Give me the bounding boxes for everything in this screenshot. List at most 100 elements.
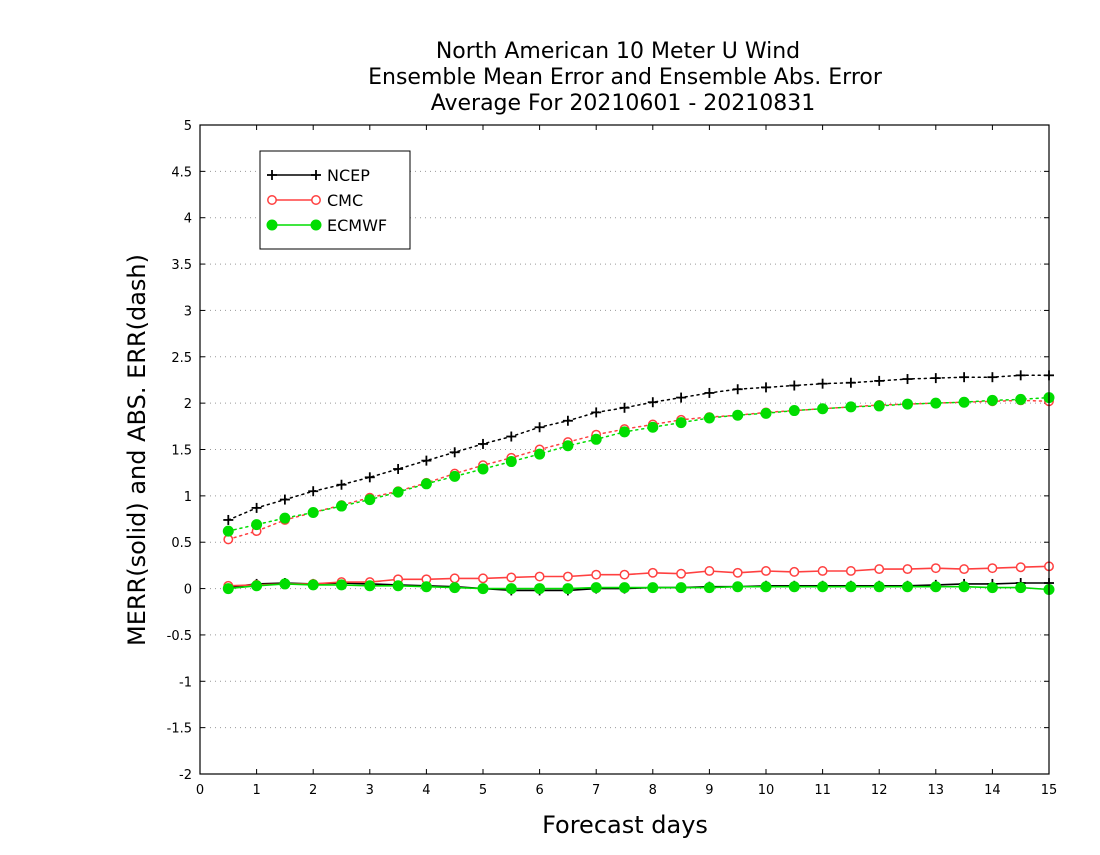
x-tick-label: 15 xyxy=(1041,783,1058,798)
x-tick-label: 2 xyxy=(309,783,317,798)
abs-err-point-ncep xyxy=(534,422,545,433)
merr-point-cmc xyxy=(959,564,970,575)
x-tick-label: 11 xyxy=(814,783,831,798)
legend: NCEP CMC ECMWF xyxy=(259,150,411,250)
merr-point-ecmwf xyxy=(420,581,432,593)
abs-err-point-ecmwf xyxy=(307,507,319,519)
abs-err-point-ncep xyxy=(874,375,885,386)
y-tick-label: 3 xyxy=(184,304,192,319)
abs-err-point-ncep xyxy=(308,486,319,497)
abs-err-point-ecmwf xyxy=(336,500,347,512)
merr-point-ecmwf xyxy=(732,581,744,593)
abs-err-point-ecmwf xyxy=(845,401,857,413)
y-axis-label: MERR(solid) and ABS. ERR(dash) xyxy=(123,254,151,646)
merr-point-ecmwf xyxy=(562,583,574,595)
merr-point-ecmwf xyxy=(1015,582,1027,594)
chart-title: North American 10 Meter U Wind Ensemble … xyxy=(368,39,883,116)
abs-err-point-ncep xyxy=(987,372,998,383)
x-tick-label: 8 xyxy=(649,783,657,798)
merr-point-ecmwf xyxy=(817,581,829,593)
abs-err-point-ecmwf xyxy=(590,433,602,445)
abs-err-point-ecmwf xyxy=(449,470,461,482)
abs-err-point-ncep xyxy=(647,397,658,408)
y-tick-label: 0.5 xyxy=(171,536,192,551)
merr-point-cmc xyxy=(732,567,743,578)
y-tick-label: -0.5 xyxy=(167,629,192,644)
x-tick-label: 9 xyxy=(705,783,713,798)
x-tick-label: 14 xyxy=(984,783,1001,798)
abs-err-point-ecmwf xyxy=(279,512,291,524)
abs-err-point-ecmwf xyxy=(477,463,489,475)
merr-point-cmc xyxy=(704,566,715,576)
abs-err-point-ecmwf xyxy=(732,409,744,421)
merr-point-cmc xyxy=(591,569,602,580)
abs-err-point-ncep xyxy=(478,438,488,449)
merr-point-ecmwf xyxy=(336,579,347,591)
x-tick-label: 7 xyxy=(592,783,600,798)
title-line-2: Ensemble Mean Error and Ensemble Abs. Er… xyxy=(368,65,883,90)
merr-point-ecmwf xyxy=(930,581,942,593)
legend-marker-cmc xyxy=(311,195,321,205)
merr-point-cmc xyxy=(534,571,545,582)
abs-err-point-ecmwf xyxy=(873,400,885,412)
merr-point-cmc xyxy=(789,566,800,577)
x-axis-ticks: 0 1 2 3 4 5 6 7 8 9 10 11 12 13 14 15 xyxy=(196,125,1057,798)
abs-err-point-ncep xyxy=(761,382,771,393)
merr-point-ecmwf xyxy=(279,578,291,590)
y-tick-label: 4.5 xyxy=(171,165,192,180)
merr-point-cmc xyxy=(902,564,913,575)
abs-err-point-ncep xyxy=(223,514,234,525)
y-tick-label: 4 xyxy=(184,212,192,227)
y-tick-label: -1.5 xyxy=(167,722,192,737)
abs-err-point-ncep xyxy=(930,373,941,384)
abs-err-point-ncep xyxy=(676,392,687,403)
x-tick-label: 5 xyxy=(479,783,487,798)
merr-point-ecmwf xyxy=(873,581,885,593)
abs-err-line-cmc xyxy=(227,399,1050,541)
x-tick-label: 3 xyxy=(366,783,374,798)
x-axis-label: Forecast days xyxy=(542,811,708,839)
abs-err-point-ncep xyxy=(591,407,602,418)
abs-err-point-ecmwf xyxy=(222,525,234,537)
title-line-1: North American 10 Meter U Wind xyxy=(436,39,800,64)
merr-point-cmc xyxy=(562,571,573,582)
abs-err-point-ncep xyxy=(704,387,715,398)
legend-marker-cmc xyxy=(267,195,277,205)
merr-point-ecmwf xyxy=(619,582,630,594)
merr-point-ecmwf xyxy=(703,582,715,594)
plot-frame xyxy=(199,124,1050,775)
y-tick-label: 3.5 xyxy=(171,258,192,273)
abs-err-point-ecmwf xyxy=(675,417,687,429)
merr-point-ecmwf xyxy=(675,582,687,594)
y-tick-label: 0 xyxy=(184,583,192,598)
y-tick-label: 2.5 xyxy=(171,351,192,366)
grid xyxy=(200,170,1049,729)
x-tick-label: 12 xyxy=(871,783,888,798)
legend-marker-ecmwf xyxy=(266,219,278,231)
merr-point-ecmwf xyxy=(902,581,913,593)
merr-point-cmc xyxy=(449,573,460,584)
merr-point-cmc xyxy=(676,568,687,579)
y-tick-label: -2 xyxy=(179,768,192,783)
merr-point-ecmwf xyxy=(958,581,970,593)
merr-point-cmc xyxy=(817,566,828,576)
abs-err-point-ncep xyxy=(845,377,856,388)
y-tick-label: -1 xyxy=(179,675,192,690)
abs-err-point-ecmwf xyxy=(788,405,800,417)
abs-err-point-ecmwf xyxy=(420,478,432,490)
abs-err-point-ncep xyxy=(421,455,432,466)
legend-marker-ecmwf xyxy=(310,219,322,231)
merr-point-ecmwf xyxy=(477,583,489,595)
abs-err-point-ncep xyxy=(393,463,404,474)
merr-point-ecmwf xyxy=(590,582,602,594)
legend-label-ncep: NCEP xyxy=(327,166,370,185)
x-tick-label: 6 xyxy=(535,783,543,798)
x-tick-label: 13 xyxy=(928,783,945,798)
merr-point-cmc xyxy=(647,567,658,578)
legend-box xyxy=(259,150,411,250)
merr-point-cmc xyxy=(506,572,517,583)
merr-line-cmc xyxy=(228,565,1050,587)
merr-point-ecmwf xyxy=(222,583,234,595)
